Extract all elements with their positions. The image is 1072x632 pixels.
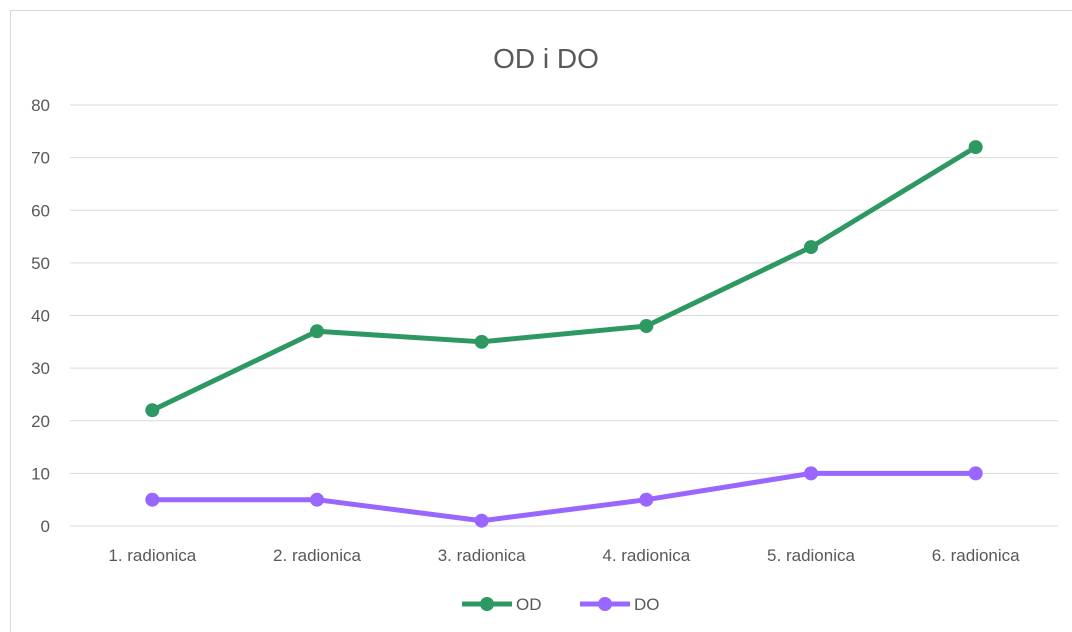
series-lines bbox=[145, 140, 983, 528]
x-axis-tick-labels: 1. radionica 2. radionica 3. radionica 4. r… bbox=[108, 546, 1020, 565]
data-point-do bbox=[804, 466, 818, 481]
series-line-do bbox=[149, 470, 979, 524]
data-point-od bbox=[474, 334, 489, 349]
data-point-od bbox=[804, 240, 818, 255]
chart-title: OD i DO bbox=[493, 43, 599, 74]
gridlines bbox=[70, 104, 1058, 527]
data-point-do bbox=[474, 513, 489, 528]
y-tick-label: 10 bbox=[31, 464, 50, 483]
data-point-od bbox=[968, 140, 983, 155]
data-point-od bbox=[145, 403, 160, 418]
x-tick-label: 4. radionica bbox=[602, 546, 690, 565]
y-tick-label: 20 bbox=[31, 412, 50, 431]
y-axis-tick-labels: 0 10 20 30 40 50 60 70 80 bbox=[31, 96, 50, 536]
x-tick-label: 2. radionica bbox=[273, 546, 361, 565]
legend-item-do: DO bbox=[580, 595, 660, 614]
data-point-do bbox=[145, 492, 160, 507]
legend: OD DO bbox=[462, 595, 660, 614]
chart-area bbox=[10, 10, 1072, 632]
legend-item-od: OD bbox=[462, 595, 542, 614]
y-tick-label: 70 bbox=[31, 149, 50, 168]
data-point-do bbox=[639, 492, 654, 507]
x-tick-label: 5. radionica bbox=[767, 546, 855, 565]
y-tick-label: 50 bbox=[31, 254, 50, 273]
legend-label: DO bbox=[634, 595, 660, 614]
x-tick-label: 3. radionica bbox=[438, 546, 526, 565]
data-point-od bbox=[310, 324, 324, 339]
series-line-od bbox=[149, 144, 979, 413]
series-do bbox=[145, 466, 983, 528]
y-tick-label: 40 bbox=[31, 307, 50, 326]
y-tick-label: 30 bbox=[31, 359, 50, 378]
series-od bbox=[145, 140, 983, 418]
legend-label: OD bbox=[516, 595, 542, 614]
data-point-do bbox=[968, 466, 983, 481]
legend-swatch-marker bbox=[480, 597, 494, 611]
data-point-do bbox=[310, 492, 324, 507]
legend-swatch-marker bbox=[598, 597, 612, 611]
y-tick-label: 60 bbox=[31, 201, 50, 220]
data-point-od bbox=[639, 319, 654, 334]
y-tick-label: 0 bbox=[41, 517, 50, 536]
x-tick-label: 6. radionica bbox=[932, 546, 1020, 565]
y-tick-label: 80 bbox=[31, 96, 50, 115]
x-tick-label: 1. radionica bbox=[108, 546, 196, 565]
